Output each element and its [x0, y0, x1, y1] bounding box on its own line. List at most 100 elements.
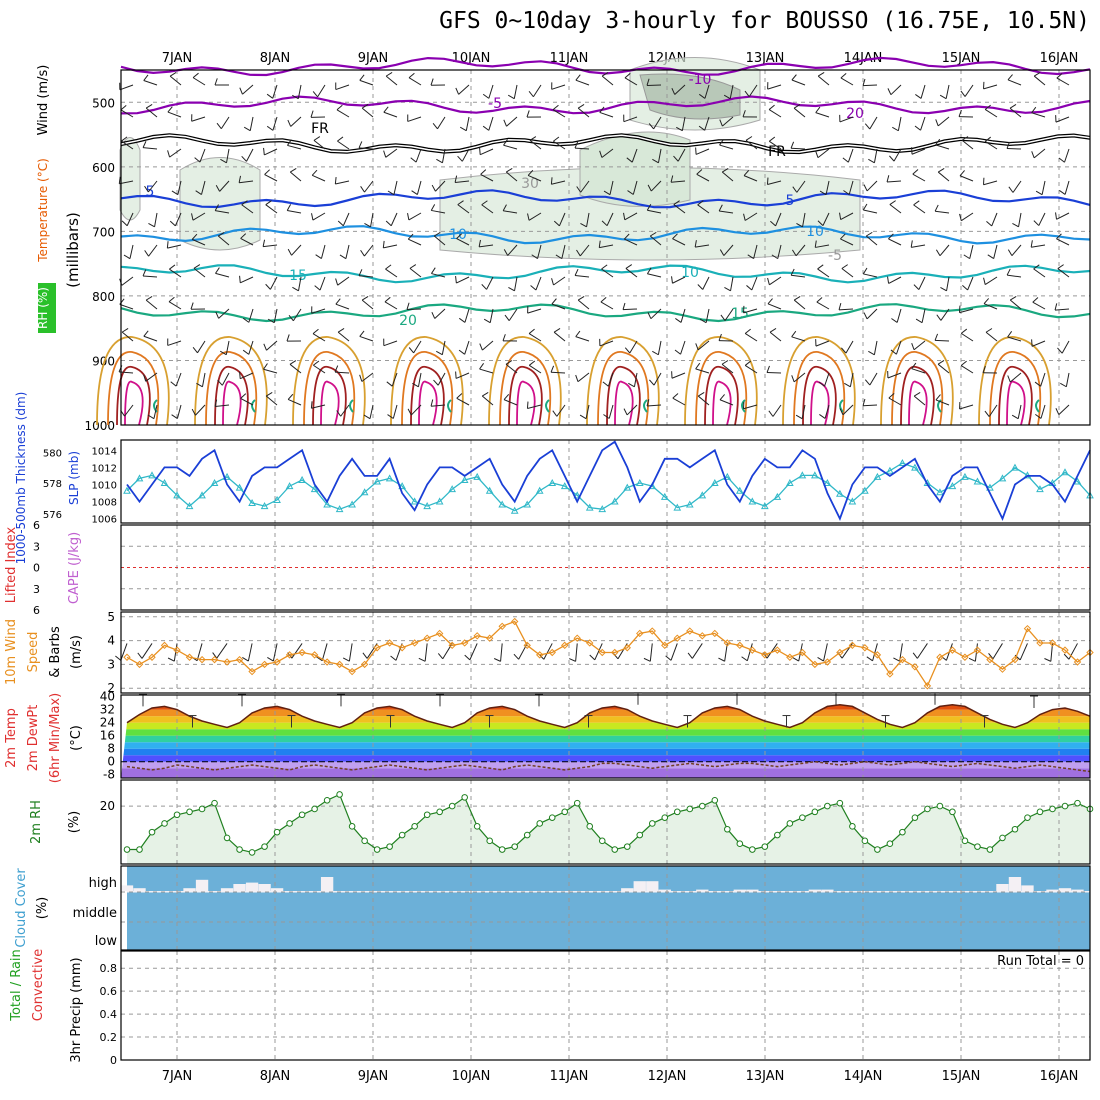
upper-wind-barb — [633, 372, 638, 387]
surface-wind-barb — [665, 655, 672, 661]
slp-tick-label: 1008 — [92, 498, 117, 509]
upper-wind-barb — [287, 119, 292, 127]
upper-wind-barb — [646, 203, 652, 211]
upper-wind-barb — [143, 275, 158, 278]
wind-speed-point — [823, 658, 832, 666]
upper-wind-barb — [431, 267, 436, 274]
upper-wind-barb — [841, 268, 854, 278]
wind-speed-point — [611, 648, 619, 657]
thickness-point — [348, 500, 356, 508]
upper-wind-barb — [1060, 382, 1067, 388]
wind-speed-point — [148, 653, 156, 661]
upper-wind-barb — [793, 107, 806, 118]
upper-wind-barb — [527, 404, 542, 409]
high-cloud-bar — [258, 884, 271, 891]
thickness-tick-label: 578 — [43, 479, 62, 490]
upper-wind-barb — [1031, 340, 1046, 347]
upper-wind-barb — [266, 93, 274, 99]
upper-wind-barb — [176, 404, 182, 419]
upper-wind-barb — [984, 109, 998, 118]
upper-wind-barb — [121, 276, 134, 286]
upper-wind-barb — [934, 339, 950, 342]
upper-wind-barb — [455, 371, 457, 379]
upper-wind-barb — [719, 210, 734, 214]
wind-units-axis-label: (m/s) — [69, 635, 84, 669]
upper-wind-barb — [897, 116, 902, 131]
upper-wind-barb — [215, 311, 220, 319]
high-cloud-bar — [821, 889, 834, 891]
upper-wind-barb — [407, 408, 412, 416]
upper-wind-barb — [913, 204, 926, 214]
rh-point — [648, 820, 656, 827]
surface-wind-barb — [718, 657, 725, 662]
upper-wind-barb — [889, 204, 902, 214]
upper-wind-barb — [769, 331, 782, 342]
upper-wind-barb — [345, 244, 350, 259]
slp-axis-label: SLP (mb) — [67, 451, 81, 505]
wind-speed-point — [235, 655, 244, 664]
upper-wind-barb — [606, 212, 614, 226]
upper-wind-barb — [265, 283, 271, 290]
wind-speed-point — [385, 639, 394, 647]
surface-wind-barb — [866, 656, 873, 662]
upper-wind-barb — [408, 77, 422, 86]
upper-wind-barb — [743, 170, 750, 176]
upper-wind-barb — [704, 116, 710, 131]
upper-wind-barb — [193, 267, 206, 278]
temperature-tick-label: 24 — [100, 716, 115, 730]
high-cloud-bar — [195, 879, 209, 891]
upper-wind-barb — [793, 295, 801, 301]
upper-wind-barb — [939, 94, 947, 100]
upper-wind-barb — [1009, 104, 1017, 109]
upper-wind-barb — [622, 302, 626, 310]
upper-wind-barb — [507, 94, 515, 100]
upper-wind-barb — [959, 175, 974, 182]
wind-speed-point — [961, 653, 969, 661]
upper-wind-barb — [841, 264, 848, 269]
upper-wind-barb — [238, 175, 242, 183]
lifted-index-axis-label: Lifted Index — [4, 526, 19, 603]
wind-speed-point — [723, 639, 732, 647]
upper-wind-barb — [577, 104, 585, 109]
upper-wind-barb — [218, 308, 230, 319]
upper-wind-barb — [190, 302, 194, 310]
upper-wind-barb — [625, 264, 633, 269]
surface-wind-barb — [912, 652, 918, 659]
humidity-contour — [712, 380, 732, 426]
upper-wind-barb — [768, 410, 774, 417]
upper-wind-barb — [1056, 233, 1062, 240]
upper-wind-barb — [625, 268, 638, 278]
wind-speed-point — [1036, 639, 1044, 647]
contour-label: 5 — [146, 184, 155, 200]
upper-wind-barb — [436, 350, 443, 356]
upper-wind-barb — [993, 244, 998, 259]
upper-wind-barb — [1011, 244, 1022, 256]
upper-wind-barb — [819, 190, 827, 196]
upper-wind-barb — [249, 116, 254, 131]
high-cloud-bar — [808, 889, 822, 891]
upper-wind-barb — [672, 393, 679, 399]
thickness-point — [323, 500, 331, 508]
rh-point — [886, 840, 894, 848]
upper-wind-barb — [334, 177, 337, 185]
surface-wind-barb — [643, 657, 651, 662]
rh-point — [961, 837, 969, 845]
upper-wind-barb — [887, 372, 902, 379]
upper-wind-barb — [983, 84, 998, 90]
upper-wind-barb — [483, 318, 491, 324]
surface-wind-barb — [649, 643, 653, 662]
upper-wind-barb — [675, 317, 682, 323]
temperature-axis-label: Temperature (°C) — [36, 158, 50, 263]
rh-point — [736, 840, 744, 848]
upper-wind-barb — [627, 190, 634, 195]
wind-speed-point — [1011, 655, 1019, 664]
chart-title: GFS 0~10day 3-hourly for BOUSSO (16.75E,… — [439, 8, 1090, 34]
thickness-point — [210, 478, 219, 487]
upper-wind-barb — [551, 84, 566, 90]
upper-wind-barb — [815, 106, 821, 113]
thickness-point — [811, 471, 819, 479]
upper-wind-barb — [795, 244, 806, 257]
upper-wind-barb — [680, 340, 686, 355]
upper-wind-barb — [201, 180, 206, 195]
thickness-point — [836, 489, 844, 497]
